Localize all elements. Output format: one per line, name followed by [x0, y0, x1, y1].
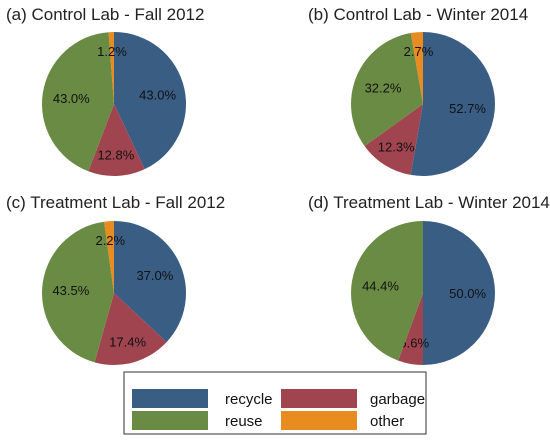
pie-slice-b-recycle: [410, 32, 495, 176]
pie-slice-a-recycle: [114, 32, 187, 170]
pie-slice-b-other: [410, 32, 423, 104]
pie-slice-a-garbage: [88, 104, 145, 177]
legend-swatch-garbage: [281, 389, 357, 408]
legend-label-recycle: recycle: [225, 391, 273, 408]
pie-label-d-recycle: 50.0%: [449, 286, 486, 301]
pie-label-b-recycle: 52.7%: [449, 101, 486, 116]
pie-slice-d-reuse: [351, 221, 423, 361]
pie-label-c-garbage: 17.4%: [109, 335, 146, 350]
pie-panel-c: (c) Treatment Lab - Fall 2012 37.0% 17.4%…: [6, 193, 225, 365]
pie-c: 37.0% 17.4% 43.5% 2.2%: [42, 221, 187, 365]
pie-label-c-reuse: 43.5%: [52, 283, 89, 298]
pie-slice-c-garbage: [94, 293, 167, 365]
pie-slice-d-recycle: [423, 221, 495, 365]
legend-label-other: other: [370, 413, 404, 430]
pie-label-c-other: 2.2%: [95, 233, 125, 248]
pie-label-a-garbage: 12.8%: [97, 147, 134, 162]
panel-title-a: (a) Control Lab - Fall 2012: [6, 5, 204, 24]
pie-label-b-other: 2.7%: [404, 44, 434, 59]
pie-slice-b-reuse: [351, 33, 423, 147]
legend: recycle garbage reuse other: [123, 371, 427, 435]
pie-slice-c-recycle: [114, 221, 187, 343]
pie-label-a-reuse: 43.0%: [53, 91, 90, 106]
pie-slice-c-reuse: [42, 221, 114, 363]
pie-slice-b-garbage: [364, 104, 423, 175]
legend-swatch-reuse: [132, 411, 208, 430]
pie-panel-b: (b) Control Lab - Winter 2014 52.7% 12.3%…: [308, 5, 528, 176]
legend-swatch-other: [281, 411, 357, 430]
pie-label-d-garbage: 5.6%: [399, 336, 429, 351]
pie-label-a-other: 1.2%: [97, 44, 127, 59]
pie-slice-c-other: [104, 221, 114, 293]
pie-a: 43.0% 12.8% 43.0% 1.2%: [41, 31, 187, 177]
pie-d: 50.0% 5.6% 44.4%: [351, 221, 495, 365]
pie-label-b-garbage: 12.3%: [378, 140, 415, 155]
legend-label-reuse: reuse: [225, 413, 263, 430]
legend-swatch-recycle: [132, 389, 208, 408]
legend-label-garbage: garbage: [370, 391, 425, 408]
pie-label-b-reuse: 32.2%: [365, 81, 402, 96]
pie-label-c-recycle: 37.0%: [136, 268, 173, 283]
pie-panel-d: (d) Treatment Lab - Winter 2014 50.0% 5.6…: [308, 193, 550, 365]
pie-slice-a-other: [108, 31, 114, 104]
panel-title-c: (c) Treatment Lab - Fall 2012: [6, 193, 225, 212]
pie-slice-a-reuse: [41, 32, 114, 172]
panel-title-d: (d) Treatment Lab - Winter 2014: [308, 193, 550, 212]
panel-title-b: (b) Control Lab - Winter 2014: [308, 5, 528, 24]
pie-label-a-recycle: 43.0%: [139, 87, 176, 102]
pie-panel-a: (a) Control Lab - Fall 2012 43.0%12.8%43…: [6, 5, 204, 177]
pie-label-d-reuse: 44.4%: [362, 278, 399, 293]
pie-b: 52.7% 12.3% 32.2% 2.7%: [351, 32, 495, 176]
pie-slice-d-garbage: [398, 293, 423, 365]
